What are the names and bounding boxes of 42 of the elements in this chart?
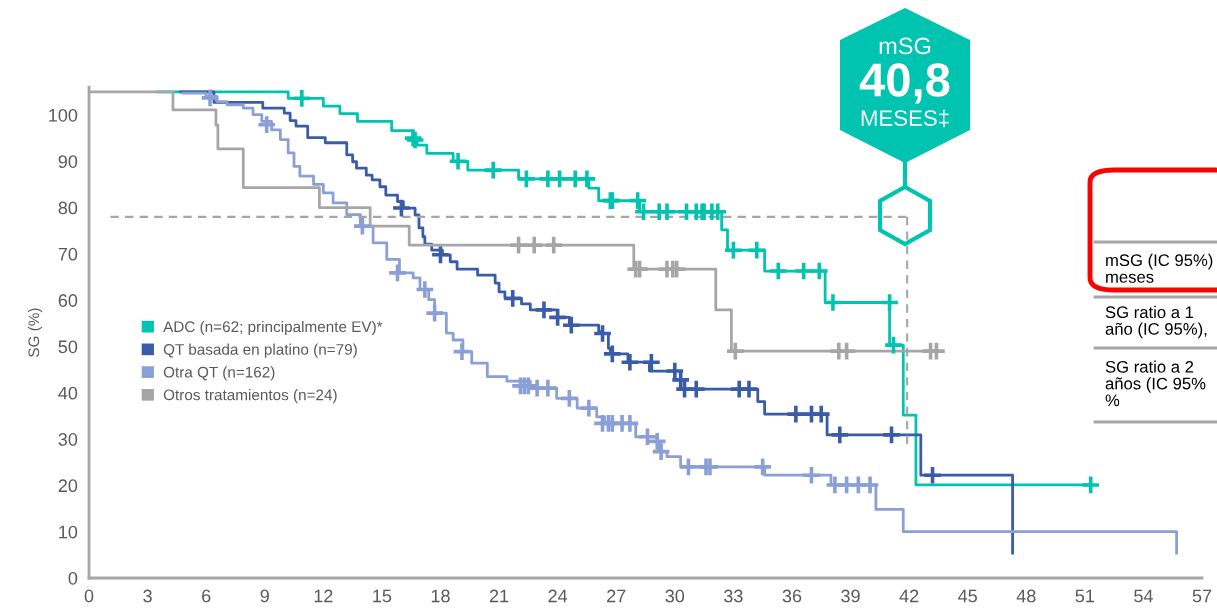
y-tick-label: 20 <box>58 479 78 493</box>
x-tick-label: 18 <box>431 589 450 603</box>
x-tick-label: 39 <box>841 589 860 603</box>
y-tick-label: 80 <box>58 201 78 215</box>
y-tick-label: 50 <box>58 340 78 354</box>
x-tick-label: 21 <box>489 589 509 603</box>
y-tick-label: 30 <box>58 433 78 446</box>
x-tick-label: 54 <box>1134 589 1153 603</box>
annotation: 40,8 <box>859 63 950 104</box>
x-tick-label: 24 <box>548 589 568 603</box>
x-tick-label: 48 <box>1016 589 1036 603</box>
y-tick-label: 10 <box>59 525 78 539</box>
x-tick-label: 12 <box>314 589 333 603</box>
annotation: MESES‡ <box>861 109 949 128</box>
x-tick-label: 30 <box>665 589 685 603</box>
y-tick-label: 0 <box>68 571 78 585</box>
legend-label: Otros tratamientos (n=24) <box>163 389 337 404</box>
x-tick-label: 15 <box>373 589 392 603</box>
x-tick-label: 33 <box>724 589 743 603</box>
legend-label: Otra QT (n=162) <box>163 366 275 381</box>
x-tick-label: 9 <box>260 589 269 603</box>
annotation: mSG (IC 95%) meses <box>1106 253 1213 283</box>
y-tick-label: 60 <box>58 294 78 307</box>
y-tick-label: 70 <box>58 247 78 261</box>
x-tick-label: 45 <box>958 589 977 603</box>
x-tick-label: 27 <box>607 589 626 603</box>
x-tick-label: 3 <box>143 589 152 603</box>
x-tick-label: 36 <box>782 589 802 603</box>
x-tick-label: 0 <box>84 589 94 603</box>
annotation: SG ratio a 1 año (IC 95%), <box>1105 305 1207 339</box>
y-tick-label: 90 <box>58 155 78 168</box>
legend-label: ADC (n=62; principalmente EV)* <box>163 320 383 336</box>
y-tick-label: 100 <box>49 108 78 122</box>
x-tick-label: 42 <box>899 589 919 603</box>
y-tick-label: 40 <box>58 386 78 400</box>
x-tick-label: 57 <box>1192 589 1212 603</box>
x-tick-label: 51 <box>1075 589 1094 603</box>
text: mSG <box>879 37 931 55</box>
x-tick-label: 6 <box>202 589 211 603</box>
y-axis-title: SG (%) <box>27 308 43 357</box>
annotation: SG ratio a 2 años (IC 95% % <box>1105 360 1206 407</box>
legend-label: QT basada en platino (n=79) <box>163 343 357 358</box>
